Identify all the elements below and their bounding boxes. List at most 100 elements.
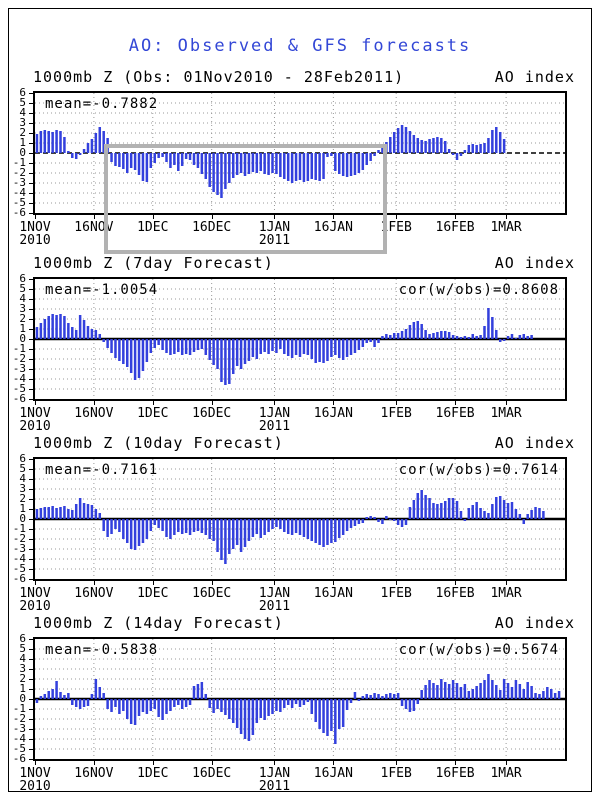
y-axis-labels: 6 5 4 3 2 1 0 -1 -2 -3 -4 -5 -6 xyxy=(7,272,33,404)
bar-chart-7day xyxy=(35,279,565,399)
x-tick-mark xyxy=(396,761,398,765)
ao-index-label: AO index xyxy=(494,68,575,86)
y-tick-label: 2 xyxy=(19,312,26,325)
y-tick-mark xyxy=(29,213,33,214)
y-tick-label: 4 xyxy=(19,292,26,305)
y-tick-label: -2 xyxy=(12,532,26,545)
y-tick-label: 0 xyxy=(19,332,26,345)
x-tick-mark xyxy=(152,761,154,765)
x-tick-mark xyxy=(211,761,213,765)
x-tick-mark xyxy=(333,401,335,405)
y-tick-label: -4 xyxy=(12,552,26,565)
x-tick-mark xyxy=(152,401,154,405)
panel-14day-header: 1000mb Z (14day Forecast) AO index xyxy=(33,614,575,632)
y-tick-mark xyxy=(29,93,33,94)
y-tick-label: 2 xyxy=(19,126,26,139)
y-tick-mark xyxy=(29,339,33,340)
y-tick-label: 6 xyxy=(19,272,26,285)
y-tick-mark xyxy=(29,359,33,360)
correlation-label: cor(w/obs)=0.7614 xyxy=(398,462,559,478)
y-tick-label: 1 xyxy=(19,136,26,149)
x-tick-mark xyxy=(35,215,36,219)
y-tick-label: -2 xyxy=(12,352,26,365)
x-tick-label: 1FEB xyxy=(380,220,412,235)
y-tick-label: -3 xyxy=(12,722,26,735)
x-year-label: 2010 xyxy=(19,599,51,614)
x-tick-mark xyxy=(35,581,36,585)
mean-label: mean=-0.7882 xyxy=(45,96,159,112)
y-tick-label: -1 xyxy=(12,342,26,355)
y-tick-label: -3 xyxy=(12,362,26,375)
x-tick-label: 16JAN xyxy=(313,766,353,781)
y-tick-mark xyxy=(29,759,33,760)
y-tick-label: 1 xyxy=(19,502,26,515)
x-tick-mark xyxy=(455,761,457,765)
x-tick-label: 16FEB xyxy=(435,406,475,421)
y-tick-label: 2 xyxy=(19,672,26,685)
x-tick-mark xyxy=(396,581,398,585)
y-tick-mark xyxy=(29,519,33,520)
x-tick-label: 16JAN xyxy=(313,406,353,421)
x-tick-mark xyxy=(274,761,276,765)
x-tick-label: 1NOV xyxy=(19,220,51,235)
y-tick-mark xyxy=(29,669,33,670)
x-tick-label: 16DEC xyxy=(192,586,232,601)
x-axis-labels: 1NOV 2010 16NOV 1DEC 16DEC 1JAN 2011 16JAN 1FEB 1… xyxy=(19,401,563,435)
y-tick-label: 1 xyxy=(19,322,26,335)
x-year-label: 2010 xyxy=(19,233,51,248)
panel-10day-title: 1000mb Z (10day Forecast) xyxy=(33,434,284,452)
y-tick-mark xyxy=(29,349,33,350)
y-tick-label: -6 xyxy=(12,206,26,219)
y-tick-label: 0 xyxy=(19,512,26,525)
y-tick-label: -2 xyxy=(12,712,26,725)
x-tick-label: 16JAN xyxy=(313,586,353,601)
y-tick-mark xyxy=(29,469,33,470)
y-tick-label: 0 xyxy=(19,692,26,705)
y-tick-mark xyxy=(29,569,33,570)
bar-chart-10day xyxy=(35,459,565,579)
x-tick-label: 1NOV xyxy=(19,406,51,421)
x-tick-mark xyxy=(506,761,508,765)
y-tick-mark xyxy=(29,173,33,174)
x-tick-label: 1JAN xyxy=(258,586,291,601)
y-tick-label: -5 xyxy=(12,742,26,755)
y-tick-label: -6 xyxy=(12,752,26,765)
y-tick-label: -4 xyxy=(12,732,26,745)
x-tick-label: 1MAR xyxy=(490,220,522,235)
y-tick-label: -3 xyxy=(12,542,26,555)
x-tick-label: 16FEB xyxy=(435,586,475,601)
plot-area-observed: mean=-0.7882 xyxy=(33,91,567,215)
y-tick-mark xyxy=(29,539,33,540)
y-tick-mark xyxy=(29,489,33,490)
x-tick-label: 1FEB xyxy=(380,586,412,601)
y-tick-label: 6 xyxy=(19,452,26,465)
y-tick-mark xyxy=(29,299,33,300)
x-tick-label: 1DEC xyxy=(137,766,169,781)
panel-7day-header: 1000mb Z (7day Forecast) AO index xyxy=(33,254,575,272)
y-tick-mark xyxy=(29,289,33,290)
x-tick-label: 16NOV xyxy=(74,766,114,781)
x-tick-mark xyxy=(396,215,398,219)
mean-label: mean=-0.7161 xyxy=(45,462,159,478)
y-tick-mark xyxy=(29,193,33,194)
bar-chart-14day xyxy=(35,639,565,759)
y-tick-mark xyxy=(29,369,33,370)
y-tick-label: 0 xyxy=(19,146,26,159)
x-tick-mark xyxy=(506,581,508,585)
x-tick-label: 1NOV xyxy=(19,766,51,781)
x-tick-label: 1FEB xyxy=(380,766,412,781)
y-axis-labels: 6 5 4 3 2 1 0 -1 -2 -3 -4 -5 -6 xyxy=(7,87,33,219)
y-tick-mark xyxy=(29,659,33,660)
x-year-label: 2010 xyxy=(19,419,51,434)
x-tick-mark xyxy=(333,761,335,765)
y-tick-mark xyxy=(29,113,33,114)
x-tick-mark xyxy=(152,581,154,585)
y-tick-mark xyxy=(29,679,33,680)
mean-label: mean=-0.5838 xyxy=(45,642,159,658)
x-tick-mark xyxy=(93,215,95,219)
y-tick-mark xyxy=(29,699,33,700)
y-tick-label: 1 xyxy=(19,682,26,695)
x-tick-label: 1JAN xyxy=(258,766,291,781)
y-tick-mark xyxy=(29,389,33,390)
